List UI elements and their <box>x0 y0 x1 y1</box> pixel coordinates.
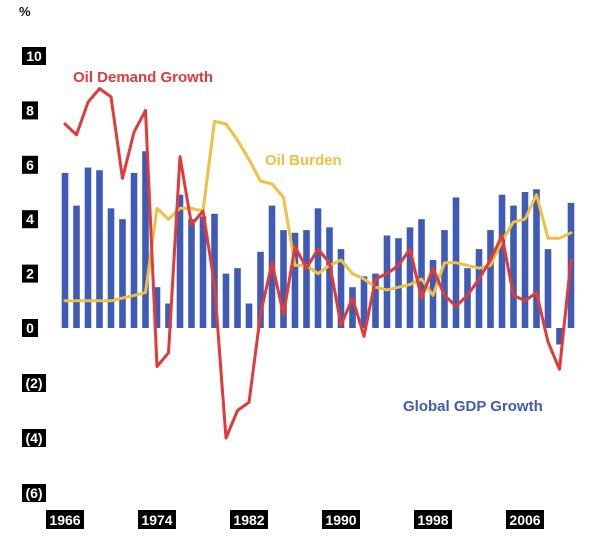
gdp-bar <box>199 216 207 328</box>
gdp-bar <box>73 205 80 328</box>
x-tick-label: 1966 <box>46 510 84 529</box>
gdp-bar <box>441 230 448 328</box>
y-tick-label: 6 <box>22 155 38 174</box>
gdp-bar <box>498 194 506 328</box>
gdp-bar <box>372 273 379 328</box>
x-tick-label: 1990 <box>322 510 360 529</box>
gdp-bar <box>326 227 333 328</box>
gdp-bar <box>211 213 218 328</box>
gdp-bar <box>521 192 529 328</box>
gdp-bar <box>130 172 138 328</box>
gdp-bar <box>84 167 92 328</box>
y-axis-unit: % <box>19 4 31 19</box>
gdp-bar <box>383 235 391 328</box>
x-tick-label: 1974 <box>138 510 176 529</box>
gdp-bar <box>556 328 563 345</box>
gdp-bar <box>165 303 172 328</box>
series-label: Oil Burden <box>265 152 342 169</box>
y-axis: 10 8 6 4 2 0 (2) (4) (6) <box>22 47 46 502</box>
svg-text:2: 2 <box>26 266 34 282</box>
gdp-bar <box>107 208 115 328</box>
series-labels: Global GDP Growth Oil Demand Growth Oil Bu… <box>73 69 543 415</box>
svg-text:4: 4 <box>26 211 34 227</box>
gdp-bar <box>291 232 299 328</box>
gdp-bar <box>61 172 69 328</box>
gdp-bar <box>222 273 230 328</box>
gdp-bar <box>314 208 322 328</box>
gdp-bar <box>533 189 540 328</box>
gdp-bar <box>234 268 241 328</box>
svg-text:8: 8 <box>26 102 34 118</box>
gdp-bar <box>360 276 368 328</box>
gdp-bar <box>395 238 402 328</box>
gdp-bar <box>418 219 425 328</box>
gdp-bar <box>337 249 345 328</box>
gdp-bar <box>510 205 517 328</box>
gdp-bar <box>280 230 287 328</box>
gdp-bar <box>406 227 414 328</box>
svg-text:6: 6 <box>26 157 34 173</box>
gdp-bar <box>142 151 149 328</box>
svg-text:1982: 1982 <box>233 512 264 528</box>
svg-text:(6): (6) <box>25 485 42 501</box>
gdp-bar <box>153 287 161 328</box>
svg-text:1974: 1974 <box>141 512 172 528</box>
gdp-bar <box>119 219 126 328</box>
gdp-bar <box>475 249 483 328</box>
svg-text:1990: 1990 <box>325 512 356 528</box>
y-tick-label: 2 <box>22 264 38 283</box>
svg-text:1966: 1966 <box>49 512 80 528</box>
gdp-bar <box>257 251 264 328</box>
svg-text:(2): (2) <box>25 375 42 391</box>
y-tick-label: 10 <box>22 47 46 65</box>
x-tick-label: 1982 <box>230 510 268 529</box>
svg-text:0: 0 <box>26 320 34 336</box>
gdp-bar <box>188 219 195 328</box>
y-tick-label: 8 <box>22 101 38 120</box>
y-tick-label: (4) <box>22 429 46 447</box>
svg-text:2006: 2006 <box>509 512 540 528</box>
y-tick-label: (2) <box>22 374 46 392</box>
svg-text:1998: 1998 <box>417 512 448 528</box>
y-tick-label: (6) <box>22 484 46 502</box>
series-label: Oil Demand Growth <box>73 69 213 86</box>
x-tick-label: 2006 <box>506 510 544 529</box>
gdp-bar <box>487 230 494 328</box>
y-tick-label: 0 <box>22 319 38 337</box>
svg-text:(4): (4) <box>25 430 42 446</box>
x-tick-label: 1998 <box>414 510 452 529</box>
x-axis: 1966 1974 1982 1990 1998 2006 <box>46 510 544 529</box>
gdp-bar <box>245 303 253 328</box>
chart-lines <box>63 87 573 440</box>
oil-demand-growth-line <box>63 87 573 440</box>
gdp-bar <box>349 287 356 328</box>
gdp-bar <box>464 268 471 328</box>
y-tick-label: 4 <box>22 210 38 229</box>
svg-text:10: 10 <box>26 48 42 64</box>
gdp-bar <box>96 170 103 328</box>
series-label: Global GDP Growth <box>403 398 543 415</box>
gdp-bar <box>176 194 184 328</box>
gdp-bar <box>544 249 552 328</box>
gdp-bar <box>303 230 310 328</box>
